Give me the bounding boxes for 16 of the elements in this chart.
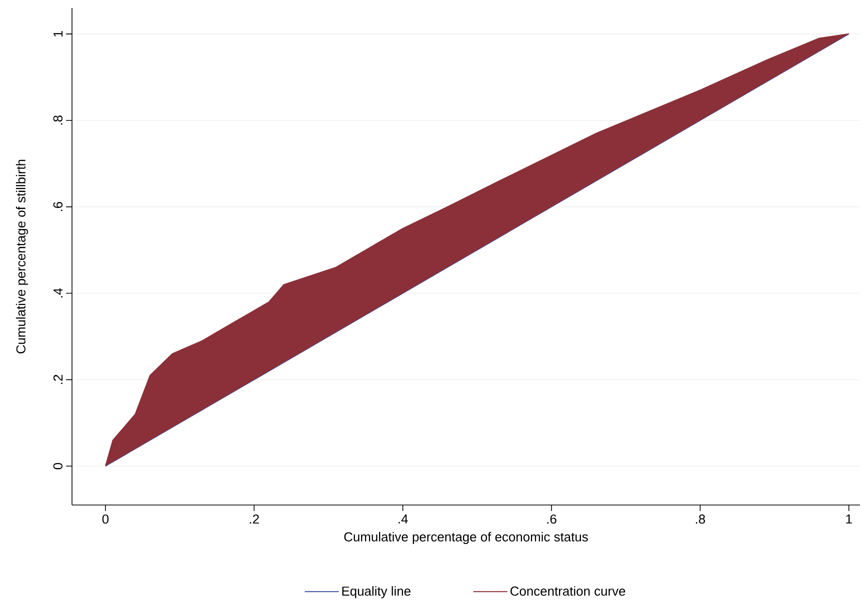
y-tick-label: .8 xyxy=(53,116,62,125)
legend-label: Equality line xyxy=(342,586,410,598)
legend-label: Concentration curve xyxy=(510,586,626,596)
y-tick-label: .2 xyxy=(53,374,62,384)
x-tick-label: 0 xyxy=(102,514,109,524)
y-tick-label: .6 xyxy=(53,202,62,212)
y-tick-label: .4 xyxy=(54,288,62,298)
x-tick-label: .8 xyxy=(696,514,706,524)
x-tick-label: .2 xyxy=(250,514,259,524)
y-tick-label: 0 xyxy=(53,463,62,470)
x-tick-label: .6 xyxy=(547,514,556,524)
x-tick-label: .4 xyxy=(398,514,408,524)
y-axis-title: Cumulative percentage of stillbirth xyxy=(16,160,28,354)
y-tick-label: 1 xyxy=(54,30,62,37)
x-tick-label: 1 xyxy=(846,514,852,524)
x-axis-title: Cumulative percentage of economic status xyxy=(344,532,588,544)
